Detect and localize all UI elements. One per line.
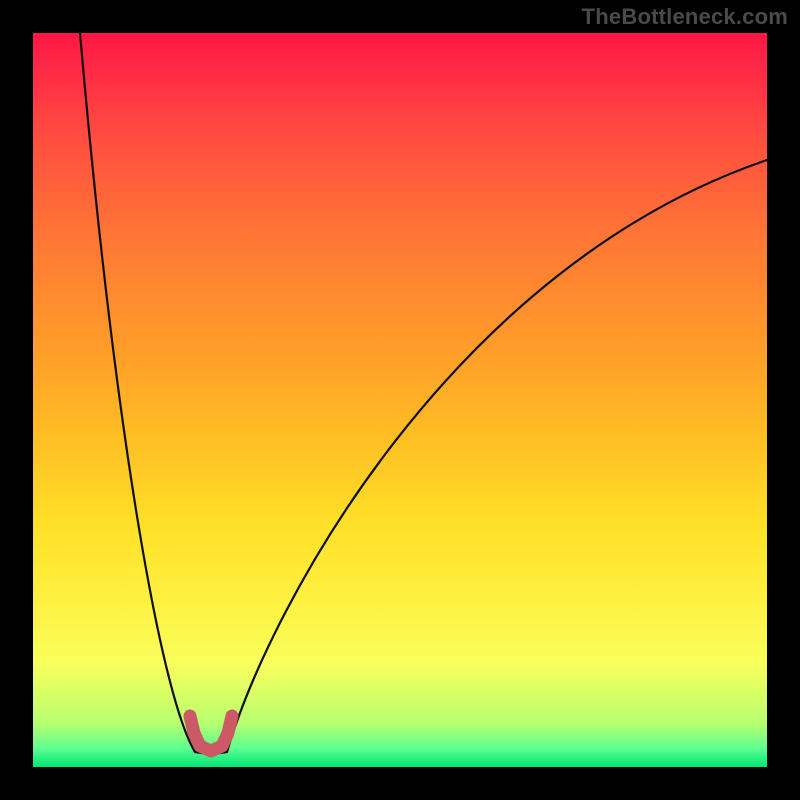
- chart-container: TheBottleneck.com: [0, 0, 800, 800]
- watermark-text: TheBottleneck.com: [582, 4, 788, 30]
- bottleneck-chart: [0, 0, 800, 800]
- plot-background: [33, 33, 767, 767]
